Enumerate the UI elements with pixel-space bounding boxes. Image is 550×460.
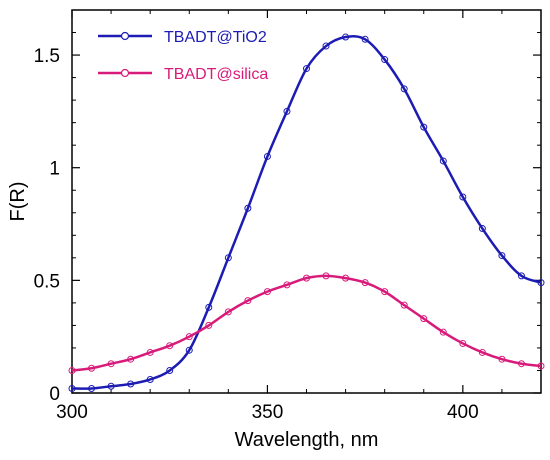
data-point	[224, 254, 232, 262]
legend: TBADT@TiO2 TBADT@silica	[98, 29, 268, 83]
data-point	[166, 366, 174, 374]
data-point	[68, 384, 76, 392]
data-point	[478, 225, 486, 233]
data-point	[420, 123, 428, 131]
series-line	[71, 35, 542, 390]
y-tick-label: 1.5	[34, 46, 60, 67]
data-point	[420, 315, 428, 323]
series-2	[68, 272, 545, 374]
series-line	[71, 274, 542, 372]
data-point	[107, 360, 115, 368]
data-point	[263, 288, 271, 296]
axis-ticks: 300 350 400 0 0.5 1 1.5	[34, 10, 541, 423]
data-point	[322, 272, 330, 280]
data-point	[68, 366, 76, 374]
data-point	[439, 328, 447, 336]
data-point	[361, 35, 369, 43]
data-point	[400, 301, 408, 309]
data-point	[224, 308, 232, 316]
data-point	[303, 274, 310, 282]
data-point	[166, 342, 174, 350]
data-point	[107, 382, 115, 390]
data-point	[498, 355, 506, 363]
y-axis-title: F(R)	[7, 182, 29, 222]
x-tick-label: 300	[56, 402, 88, 423]
data-point	[263, 152, 271, 160]
legend-marker	[120, 68, 130, 78]
x-axis-title: Wavelength, nm	[235, 429, 379, 451]
data-point	[459, 193, 467, 201]
x-tick-label: 400	[447, 402, 479, 423]
data-point	[185, 346, 193, 354]
data-point	[303, 65, 310, 73]
data-point	[244, 204, 252, 212]
data-point	[459, 339, 467, 347]
data-point	[205, 321, 213, 329]
data-point	[361, 279, 369, 287]
series-1	[68, 33, 545, 392]
legend-label: TBADT@silica	[164, 66, 268, 83]
data-point	[244, 297, 252, 305]
data-point	[439, 157, 447, 165]
data-point	[517, 272, 525, 280]
data-point	[498, 252, 506, 260]
data-point	[88, 364, 96, 372]
data-point	[381, 56, 389, 64]
data-point	[127, 355, 135, 363]
data-point	[517, 360, 525, 368]
legend-marker	[120, 31, 130, 41]
data-point	[88, 384, 96, 392]
data-point	[283, 107, 291, 115]
y-tick-label: 1	[49, 159, 60, 180]
data-point	[283, 281, 291, 289]
data-point	[185, 333, 193, 341]
y-tick-label: 0	[49, 384, 60, 405]
data-point	[381, 288, 389, 296]
data-point	[127, 380, 135, 388]
data-point	[400, 85, 408, 93]
series-layer	[68, 33, 545, 392]
legend-item: TBADT@silica	[98, 66, 268, 83]
legend-item: TBADT@TiO2	[98, 29, 267, 46]
y-tick-label: 0.5	[34, 271, 60, 292]
x-tick-label: 350	[252, 402, 284, 423]
data-point	[342, 33, 350, 41]
data-point	[146, 375, 154, 383]
data-point	[537, 362, 545, 370]
legend-label: TBADT@TiO2	[164, 29, 267, 46]
data-point	[146, 348, 154, 356]
data-point	[205, 303, 213, 311]
data-point	[537, 279, 545, 287]
data-point	[322, 42, 330, 50]
data-point	[342, 274, 350, 282]
data-point	[478, 348, 486, 356]
